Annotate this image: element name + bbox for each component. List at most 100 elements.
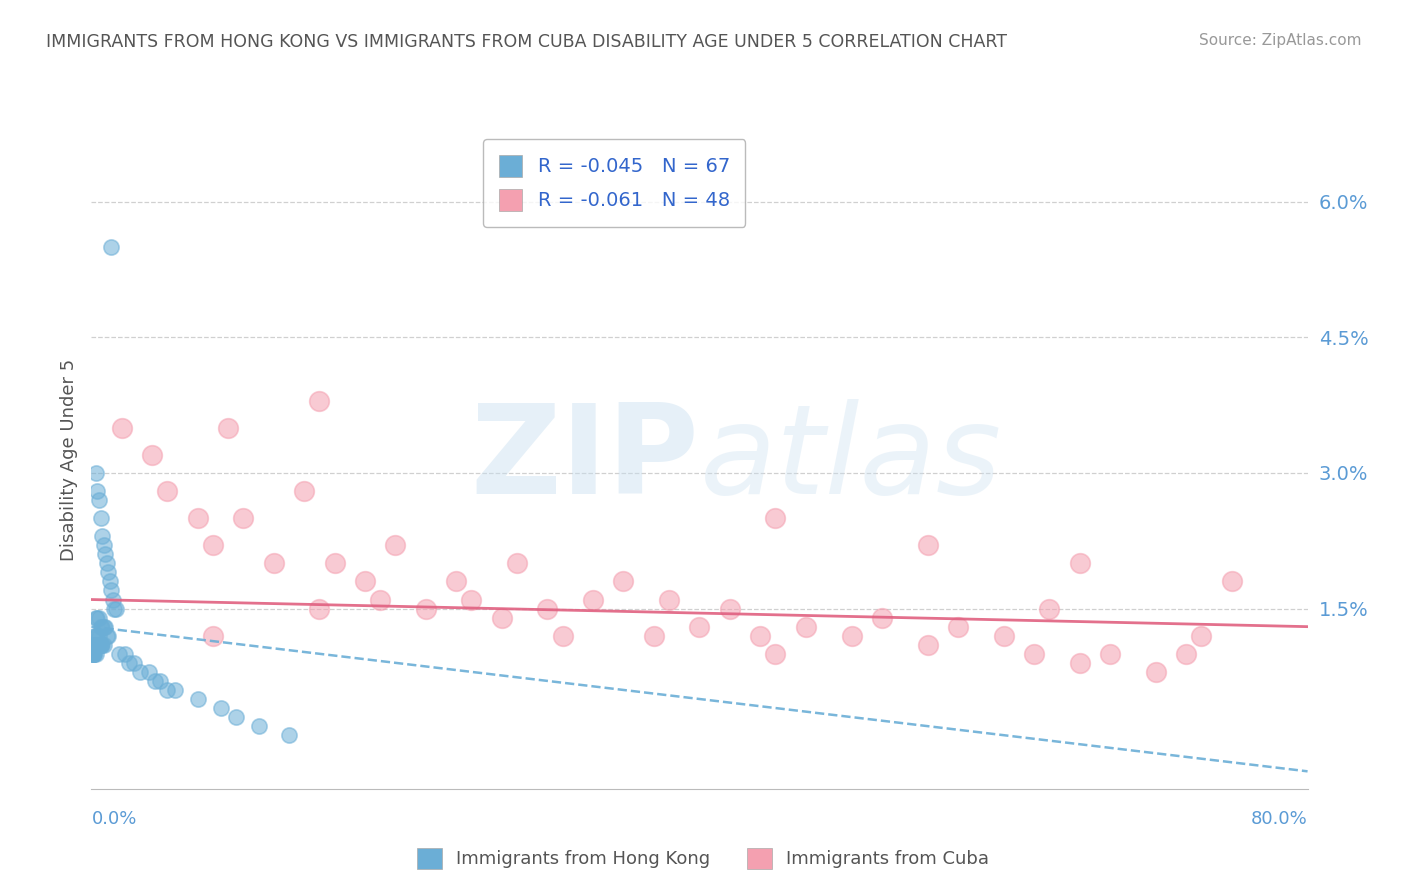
Point (217, 421, 239, 435)
Point (96, 629, 118, 643)
Point (263, 557, 285, 571)
Point (917, 638, 939, 652)
Point (82, 647, 104, 661)
Point (83, 638, 105, 652)
Point (225, 710, 247, 724)
Point (1098, 647, 1121, 661)
Point (87, 629, 110, 643)
Point (83, 647, 105, 661)
Point (1069, 557, 1091, 571)
Point (688, 620, 710, 634)
Point (163, 682, 186, 697)
Point (718, 601, 741, 615)
Point (87, 638, 110, 652)
Point (1038, 601, 1060, 615)
Point (111, 421, 134, 435)
Point (98, 574, 121, 589)
Point (765, 511, 787, 525)
Text: ZIP: ZIP (471, 399, 699, 520)
Point (86, 638, 108, 652)
Point (91, 620, 114, 634)
Point (86, 629, 108, 643)
Point (93, 620, 115, 634)
Point (86, 638, 108, 652)
Y-axis label: Disability Age Under 5: Disability Age Under 5 (59, 359, 77, 560)
Point (89, 638, 111, 652)
Point (97, 566, 120, 580)
Point (97, 629, 120, 643)
Point (91, 529, 114, 543)
Point (87, 638, 110, 652)
Point (1174, 647, 1197, 661)
Point (84, 638, 107, 652)
Point (582, 592, 605, 607)
Point (841, 629, 863, 643)
Point (415, 601, 437, 615)
Point (1022, 647, 1045, 661)
Point (506, 557, 529, 571)
Text: 0.0%: 0.0% (91, 810, 136, 828)
Point (187, 511, 209, 525)
Point (100, 583, 122, 598)
Point (101, 592, 124, 607)
Point (444, 574, 467, 589)
Point (551, 629, 574, 643)
Text: Source: ZipAtlas.com: Source: ZipAtlas.com (1198, 33, 1361, 48)
Point (122, 656, 145, 670)
Point (104, 601, 127, 615)
Point (209, 701, 232, 715)
Point (107, 647, 129, 661)
Point (1189, 629, 1212, 643)
Point (141, 448, 163, 462)
Point (83, 647, 105, 661)
Point (86, 638, 108, 652)
Point (143, 673, 166, 688)
Point (149, 673, 172, 688)
Point (82, 647, 104, 661)
Point (84, 629, 107, 643)
Point (83, 638, 105, 652)
Point (89, 511, 111, 525)
Legend: Immigrants from Hong Kong, Immigrants from Cuba: Immigrants from Hong Kong, Immigrants fr… (409, 840, 997, 876)
Point (84, 638, 107, 652)
Point (86, 610, 108, 624)
Point (202, 629, 225, 643)
Point (794, 620, 817, 634)
Point (138, 665, 160, 679)
Point (993, 629, 1015, 643)
Point (94, 620, 117, 634)
Point (612, 574, 634, 589)
Point (1220, 574, 1243, 589)
Point (187, 692, 209, 706)
Point (83, 629, 105, 643)
Point (946, 620, 969, 634)
Point (308, 601, 330, 615)
Point (536, 601, 558, 615)
Point (84, 638, 107, 652)
Point (89, 638, 111, 652)
Point (278, 728, 301, 742)
Point (84, 610, 107, 624)
Point (82, 647, 104, 661)
Point (202, 538, 225, 552)
Point (917, 538, 939, 552)
Point (84, 647, 107, 661)
Point (82, 647, 104, 661)
Point (94, 547, 117, 561)
Point (84, 638, 107, 652)
Point (308, 393, 330, 408)
Point (129, 665, 152, 679)
Point (96, 557, 118, 571)
Point (1144, 665, 1167, 679)
Point (103, 601, 125, 615)
Point (87, 493, 110, 508)
Point (156, 682, 179, 697)
Point (156, 483, 179, 498)
Point (84, 466, 107, 480)
Text: IMMIGRANTS FROM HONG KONG VS IMMIGRANTS FROM CUBA DISABILITY AGE UNDER 5 CORRELA: IMMIGRANTS FROM HONG KONG VS IMMIGRANTS … (46, 33, 1007, 51)
Point (83, 638, 105, 652)
Point (368, 592, 391, 607)
Point (1069, 656, 1091, 670)
Point (765, 647, 787, 661)
Point (100, 240, 122, 254)
